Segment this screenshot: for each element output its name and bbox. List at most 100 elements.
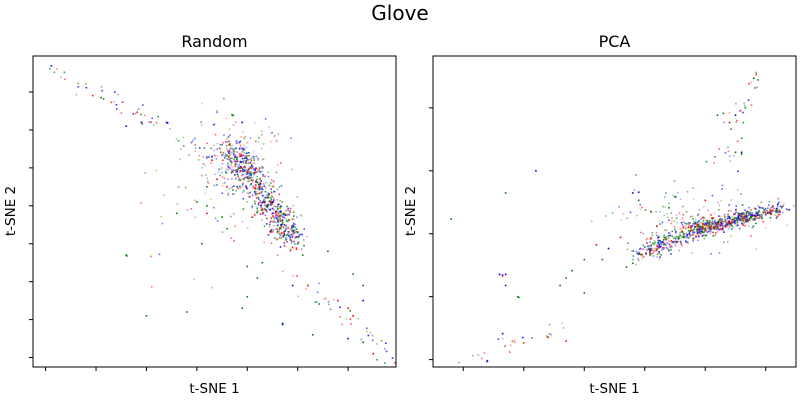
scatter-point (226, 137, 229, 139)
scatter-point (283, 234, 286, 237)
scatter-point (237, 175, 239, 178)
scatter-point (262, 143, 265, 145)
scatter-point (653, 250, 656, 252)
scatter-point (770, 207, 772, 209)
scatter-point (303, 244, 305, 247)
scatter-point (215, 157, 218, 160)
scatter-point (684, 224, 687, 227)
scatter-point (661, 221, 664, 223)
scatter-point (683, 232, 685, 235)
scatter-point (733, 217, 735, 220)
scatter-point (276, 205, 279, 208)
scatter-point (684, 222, 686, 224)
scatter-point (686, 234, 689, 236)
scatter-point (296, 231, 299, 234)
scatter-point (716, 222, 719, 224)
scatter-point (116, 108, 118, 110)
scatter-point (703, 223, 706, 226)
scatter-point (226, 154, 228, 156)
scatter-point (734, 151, 737, 154)
scatter-point (256, 188, 259, 190)
scatter-point (286, 233, 289, 235)
scatter-point (712, 217, 715, 219)
scatter-point (250, 163, 253, 165)
scatter-point (244, 155, 246, 157)
scatter-point (278, 193, 281, 196)
scatter-point (243, 164, 246, 167)
scatter-point (477, 354, 480, 356)
scatter-point (234, 169, 237, 171)
scatter-point (772, 210, 775, 212)
scatter-point (206, 186, 208, 188)
scatter-point (714, 234, 717, 237)
scatter-point (285, 224, 287, 227)
scatter-point (699, 224, 701, 227)
scatter-point (244, 160, 247, 163)
scatter-point (646, 237, 649, 240)
scatter-point (235, 140, 238, 142)
scatter-point (745, 211, 748, 213)
scatter-point (241, 150, 244, 153)
scatter-point (696, 224, 699, 226)
scatter-point (257, 196, 260, 199)
scatter-point (701, 229, 703, 231)
scatter-point (367, 334, 370, 337)
scatter-point (232, 124, 235, 126)
scatter-point (262, 189, 264, 191)
scatter-point (283, 245, 286, 247)
scatter-point (248, 192, 250, 195)
scatter-point (755, 216, 758, 218)
scatter-point (639, 203, 642, 206)
scatter-point (347, 307, 349, 309)
scatter-point (239, 161, 241, 163)
scatter-point (230, 145, 232, 147)
scatter-point (742, 217, 745, 219)
scatter-point (688, 233, 691, 235)
scatter-point (269, 229, 272, 232)
scatter-point (245, 170, 247, 173)
scatter-point (241, 174, 244, 176)
scatter-point (656, 225, 658, 228)
scatter-point (245, 168, 248, 171)
scatter-point (673, 240, 675, 243)
scatter-point (761, 217, 763, 219)
scatter-point (140, 121, 143, 124)
scatter-point (692, 229, 694, 231)
scatter-point (249, 195, 251, 198)
scatter-point (255, 140, 257, 143)
scatter-point (663, 246, 665, 249)
scatter-point (274, 190, 276, 193)
scatter-point (727, 220, 729, 223)
scatter-point (333, 298, 335, 301)
scatter-point (699, 230, 702, 233)
scatter-point (730, 225, 733, 227)
scatter-point (782, 211, 784, 214)
scatter-point (236, 173, 239, 175)
scatter-point (514, 341, 516, 343)
scatter-point (218, 168, 220, 171)
scatter-point (258, 188, 261, 191)
scatter-point (271, 185, 274, 188)
scatter-point (752, 214, 755, 217)
scatter-point (265, 187, 267, 189)
scatter-point (216, 184, 218, 186)
scatter-point (619, 236, 622, 239)
scatter-point (721, 218, 724, 220)
scatter-point (658, 245, 661, 248)
scatter-point (693, 220, 695, 223)
scatter-point (231, 114, 233, 116)
scatter-point (232, 169, 235, 171)
scatter-point (636, 214, 638, 217)
scatter-point (227, 166, 229, 169)
scatter-point (656, 248, 659, 250)
scatter-point (262, 158, 265, 160)
scatter-point (782, 205, 784, 208)
scatter-point (695, 235, 697, 238)
scatter-point (238, 152, 240, 155)
scatter-point (247, 171, 249, 174)
scatter-point (750, 209, 752, 211)
scatter-point (285, 218, 288, 221)
scatter-point (295, 247, 298, 249)
scatter-point (206, 177, 208, 180)
scatter-point (701, 216, 704, 218)
